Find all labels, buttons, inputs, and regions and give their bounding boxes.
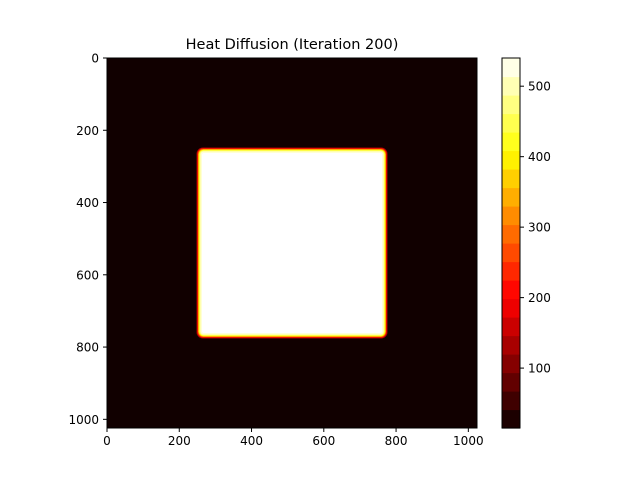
- x-tick-label: 600: [312, 434, 335, 448]
- colorbar-level: [502, 280, 520, 300]
- colorbar-level: [502, 169, 520, 189]
- colorbar-level: [502, 132, 520, 152]
- colorbar-level: [502, 243, 520, 263]
- heatmap-hot-region: [202, 153, 382, 333]
- colorbar: 100 200 300 400 500: [501, 57, 551, 429]
- colorbar-tick-label: 500: [528, 80, 551, 94]
- colorbar-level: [502, 113, 520, 133]
- y-axis: 0 200 400 600 800 1000: [68, 52, 107, 427]
- colorbar-level: [502, 187, 520, 207]
- colorbar-level: [502, 58, 520, 78]
- x-tick-label: 1000: [453, 434, 484, 448]
- y-tick-label: 400: [76, 196, 99, 210]
- colorbar-level: [502, 354, 520, 374]
- y-tick-label: 1000: [68, 413, 99, 427]
- colorbar-level: [502, 224, 520, 244]
- chart-title: Heat Diffusion (Iteration 200): [186, 37, 399, 53]
- colorbar-frame: [501, 57, 521, 429]
- plot-frame: [106, 57, 478, 429]
- x-tick-label: 400: [240, 434, 263, 448]
- colorbar-level: [502, 298, 520, 318]
- colorbar-level: [502, 76, 520, 96]
- colorbar-level: [502, 261, 520, 281]
- colorbar-tick-label: 300: [528, 221, 551, 235]
- x-axis: 0 200 400 600 800 1000: [103, 428, 484, 448]
- x-tick-label: 200: [168, 434, 191, 448]
- colorbar-level: [502, 335, 520, 355]
- colorbar-level: [502, 372, 520, 392]
- colorbar-level: [502, 409, 520, 429]
- x-tick-label: 800: [385, 434, 408, 448]
- colorbar-tick-label: 200: [528, 291, 551, 305]
- plot-area: [106, 57, 478, 429]
- colorbar-level: [502, 150, 520, 170]
- colorbar-tick-label: 100: [528, 362, 551, 376]
- colorbar-level: [502, 95, 520, 115]
- colorbar-level: [502, 206, 520, 226]
- colorbar-level: [502, 391, 520, 411]
- y-tick-label: 600: [76, 268, 99, 282]
- y-tick-label: 800: [76, 341, 99, 355]
- y-tick-label: 0: [91, 52, 99, 66]
- colorbar-tick-label: 400: [528, 150, 551, 164]
- x-tick-label: 0: [103, 434, 111, 448]
- y-tick-label: 200: [76, 124, 99, 138]
- colorbar-level: [502, 317, 520, 337]
